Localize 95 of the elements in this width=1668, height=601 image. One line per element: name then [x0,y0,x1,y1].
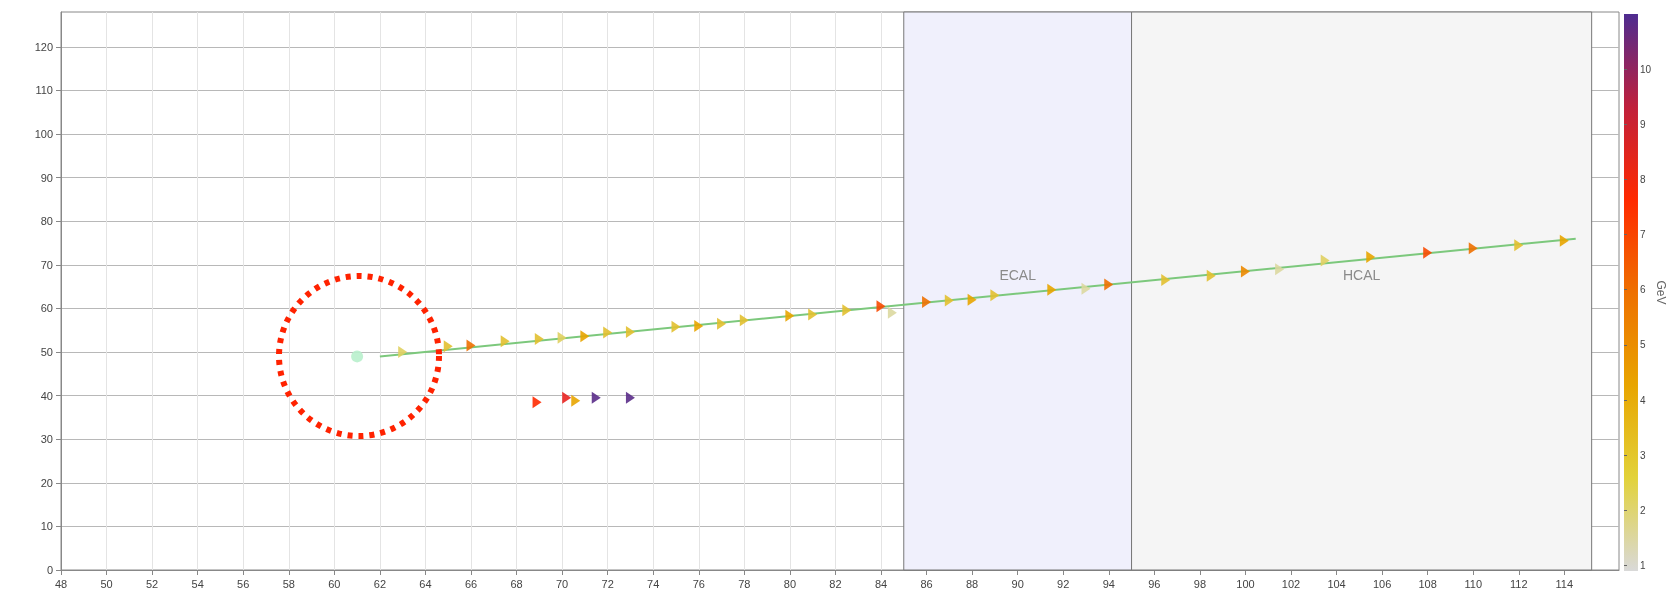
color-bar-label: 5 [1639,339,1646,351]
point [1320,254,1330,267]
x-tick-label: 66 [464,577,478,590]
y-tick-label: 90 [40,171,53,184]
x-tick-label: 92 [1057,577,1070,590]
x-tick-label: 90 [1011,577,1024,590]
y-tick-label: 40 [40,389,53,402]
x-tick-label: 74 [647,577,660,590]
x-tick-label: 78 [738,577,751,590]
point [443,340,453,353]
x-tick-label: 96 [1148,577,1161,590]
y-tick-label: 110 [35,84,53,97]
x-tick-label: 48 [54,577,68,590]
color-bar-label: 9 [1639,118,1646,130]
point [1161,274,1171,287]
color-bar-label: 7 [1639,229,1646,241]
point [603,326,613,339]
point [1275,263,1285,276]
point [625,325,635,338]
point [351,350,364,363]
x-tick-label: 80 [783,577,797,590]
x-tick-label: 84 [874,577,888,590]
x-tick-label: 88 [965,577,979,590]
point [1240,265,1250,278]
point [532,396,542,409]
y-tick-label: 100 [34,128,53,141]
y-tick-label: 0 [46,564,53,576]
point [887,306,897,319]
x-tick-label: 108 [1418,577,1437,590]
color-bar-label: 2 [1639,504,1646,516]
x-tick-label: 52 [145,577,159,590]
color-bar-label: 1 [1639,559,1646,571]
y-tick-label: 120 [34,40,53,53]
point [785,309,795,322]
x-tick-label: 112 [1510,577,1528,590]
x-tick-label: 64 [419,577,432,590]
color-bar-title: GeV [1654,280,1668,305]
point [808,308,818,321]
x-tick-label: 94 [1102,577,1115,590]
point [562,391,572,404]
band-label: ECAL [999,267,1037,283]
y-tick-label: 50 [40,346,53,359]
x-tick-label: 56 [237,577,250,590]
x-tick-label: 62 [373,577,387,590]
point [398,346,408,359]
y-tick-label: 30 [40,433,53,446]
y-tick-label: 20 [40,476,53,489]
color-bar-label: 10 [1639,63,1652,75]
color-bar-label: 4 [1639,394,1646,406]
point [1104,278,1114,291]
point [591,391,601,404]
color-bar-label: 3 [1639,449,1646,461]
band-label: HCAL [1342,267,1381,283]
y-tick-label: 80 [40,215,53,228]
x-tick-label: 50 [100,577,113,590]
point [1468,242,1478,255]
x-tick-label: 98 [1193,577,1207,590]
point [739,314,749,327]
point [842,304,852,317]
x-tick-label: 114 [1555,577,1574,590]
point [922,295,932,308]
point [580,330,590,343]
x-tick-label: 106 [1372,577,1392,590]
x-tick-label: 104 [1327,577,1346,590]
x-tick-label: 68 [510,577,523,590]
x-tick-label: 110 [1464,577,1482,590]
point [717,317,727,330]
point [1423,246,1433,259]
x-tick-label: 76 [692,577,705,590]
x-tick-label: 54 [191,577,204,590]
color-bar-label: 8 [1639,173,1646,185]
x-tick-label: 102 [1281,577,1301,590]
point [944,294,954,307]
point [534,332,544,345]
y-tick-label: 10 [40,520,53,533]
point [571,394,581,407]
y-tick-label: 70 [40,258,53,271]
x-tick-label: 70 [555,577,569,590]
point [1559,234,1569,247]
point [1206,269,1216,282]
x-tick-label: 86 [920,577,933,590]
point [694,319,704,332]
x-tick-label: 60 [328,577,341,590]
x-tick-label: 58 [282,577,295,590]
y-tick-label: 60 [40,302,53,315]
point [990,289,1000,302]
point [1514,239,1524,252]
point [500,335,510,348]
x-tick-label: 100 [1236,577,1255,590]
color-bar-label: 6 [1639,284,1646,296]
point [1047,283,1057,296]
point [625,391,635,404]
x-tick-label: 82 [829,577,842,590]
x-tick-label: 72 [601,577,614,590]
point [1366,251,1376,263]
